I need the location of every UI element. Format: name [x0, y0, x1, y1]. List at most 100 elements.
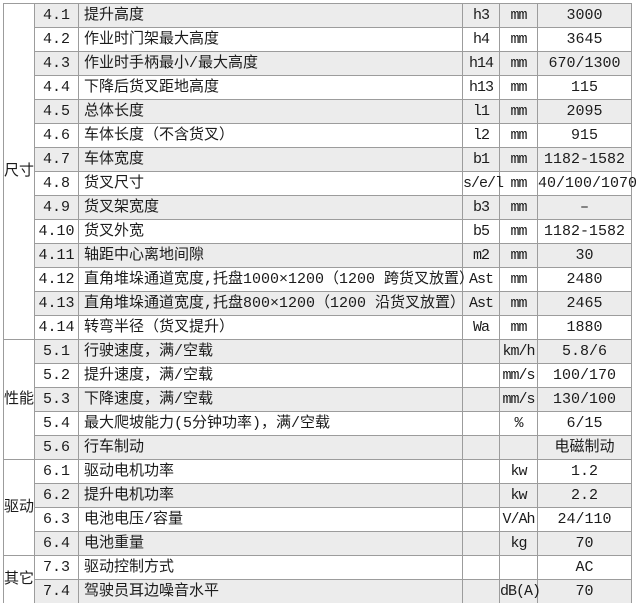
spec-unit: mm — [499, 291, 538, 316]
spec-unit: mm — [499, 195, 538, 220]
row-number: 4.10 — [34, 219, 79, 244]
spec-name: 驱动控制方式 — [78, 555, 463, 580]
spec-name: 货叉尺寸 — [78, 171, 463, 196]
table-row: 4.2 作业时门架最大高度 h4 mm 3645 — [4, 27, 632, 52]
table-row: 4.14 转弯半径（货叉提升） Wa mm 1880 — [4, 315, 632, 340]
spec-unit: mm — [499, 147, 538, 172]
spec-symbol: h13 — [462, 75, 500, 100]
spec-unit: mm/s — [499, 387, 538, 412]
table-row: 5.2 提升速度，满/空载 mm/s 100/170 — [4, 363, 632, 388]
spec-name: 直角堆垛通道宽度,托盘800×1200（1200 沿货叉放置） — [78, 291, 465, 316]
table-row: 4.9 货叉架宽度 b3 mm – — [4, 195, 632, 220]
spec-symbol — [462, 507, 500, 532]
spec-value: 70 — [537, 531, 632, 556]
spec-name: 直角堆垛通道宽度,托盘1000×1200（1200 跨货叉放置） — [78, 267, 474, 292]
row-number: 4.9 — [34, 195, 79, 220]
spec-unit: kg — [499, 531, 538, 556]
table-row: 4.10 货叉外宽 b5 mm 1182-1582 — [4, 219, 632, 244]
spec-symbol: b5 — [462, 219, 500, 244]
row-number: 4.2 — [34, 27, 79, 52]
table-row: 6.3 电池电压/容量 V/Ah 24/110 — [4, 507, 632, 532]
spec-name: 作业时门架最大高度 — [78, 27, 463, 52]
category-cell: 性能 — [3, 339, 35, 460]
spec-symbol — [462, 459, 500, 484]
row-number: 5.2 — [34, 363, 79, 388]
spec-symbol: b3 — [462, 195, 500, 220]
spec-unit: mm/s — [499, 363, 538, 388]
spec-name: 行车制动 — [78, 435, 463, 460]
spec-unit: mm — [499, 3, 538, 28]
spec-unit: mm — [499, 243, 538, 268]
spec-value: 670/1300 — [537, 51, 632, 76]
spec-symbol: h3 — [462, 3, 500, 28]
spec-name: 货叉架宽度 — [78, 195, 463, 220]
spec-name: 电池重量 — [78, 531, 463, 556]
spec-sheet: 尺寸 4.1 提升高度 h3 mm 3000 4.2 作业时门架最大高度 h4 mm 3645 4.3… — [0, 3, 636, 603]
spec-name: 轴距中心离地间隙 — [78, 243, 463, 268]
spec-value: 915 — [537, 123, 632, 148]
spec-value: 2.2 — [537, 483, 632, 508]
spec-symbol — [462, 531, 500, 556]
spec-name: 电池电压/容量 — [78, 507, 463, 532]
spec-unit — [499, 435, 538, 460]
table-row: 5.6 行车制动 电磁制动 — [4, 435, 632, 460]
spec-symbol: l1 — [462, 99, 500, 124]
spec-value: 电磁制动 — [537, 435, 632, 460]
table-row: 6.2 提升电机功率 kw 2.2 — [4, 483, 632, 508]
spec-unit: mm — [499, 75, 538, 100]
spec-symbol: Ast — [462, 267, 500, 292]
spec-unit: mm — [499, 51, 538, 76]
spec-symbol — [462, 411, 500, 436]
spec-symbol — [462, 555, 500, 580]
spec-name: 货叉外宽 — [78, 219, 463, 244]
spec-name: 车体长度（不含货叉） — [78, 123, 463, 148]
spec-name: 提升电机功率 — [78, 483, 463, 508]
spec-unit: % — [499, 411, 538, 436]
table-row: 尺寸 4.1 提升高度 h3 mm 3000 — [3, 3, 632, 340]
spec-value: 130/100 — [537, 387, 632, 412]
spec-unit: mm — [499, 123, 538, 148]
table-row: 4.8 货叉尺寸 s/e/l mm 40/100/1070 — [4, 171, 636, 196]
spec-symbol: l2 — [462, 123, 500, 148]
row-number: 6.3 — [34, 507, 79, 532]
row-number: 4.12 — [34, 267, 79, 292]
table-row: 6.4 电池重量 kg 70 — [4, 531, 632, 556]
row-number: 4.14 — [34, 315, 79, 340]
table-row: 4.12 直角堆垛通道宽度,托盘1000×1200（1200 跨货叉放置） Ast m… — [4, 267, 632, 292]
spec-name: 驱动电机功率 — [78, 459, 463, 484]
spec-symbol — [462, 579, 500, 603]
row-number: 4.7 — [34, 147, 79, 172]
spec-value: 1182-1582 — [537, 219, 632, 244]
spec-symbol: m2 — [462, 243, 500, 268]
spec-value: 70 — [537, 579, 632, 603]
spec-value: 1.2 — [537, 459, 632, 484]
spec-table: 尺寸 4.1 提升高度 h3 mm 3000 4.2 作业时门架最大高度 h4 mm 3645 4.3… — [3, 3, 636, 603]
spec-unit: V/Ah — [499, 507, 538, 532]
row-number: 5.1 — [34, 339, 79, 364]
spec-symbol: Ast — [462, 291, 500, 316]
category-cell: 驱动 — [3, 459, 35, 556]
row-number: 4.13 — [34, 291, 79, 316]
spec-value: 1182-1582 — [537, 147, 632, 172]
row-number: 4.8 — [34, 171, 79, 196]
table-row: 5.3 下降速度，满/空载 mm/s 130/100 — [4, 387, 632, 412]
spec-symbol — [462, 339, 500, 364]
spec-name: 提升高度 — [78, 3, 463, 28]
table-row: 4.3 作业时手柄最小/最大高度 h14 mm 670/1300 — [4, 51, 632, 76]
spec-unit: mm — [499, 171, 538, 196]
spec-symbol — [462, 435, 500, 460]
spec-value: 2095 — [537, 99, 632, 124]
table-row: 4.4 下降后货叉距地高度 h13 mm 115 — [4, 75, 632, 100]
spec-symbol: h14 — [462, 51, 500, 76]
spec-symbol: Wa — [462, 315, 500, 340]
row-number: 5.4 — [34, 411, 79, 436]
spec-unit: mm — [499, 99, 538, 124]
spec-value: – — [537, 195, 632, 220]
spec-symbol: b1 — [462, 147, 500, 172]
table-row: 5.4 最大爬坡能力(5分钟功率)，满/空载% 6/15 — [4, 411, 632, 436]
spec-value: 2480 — [537, 267, 632, 292]
spec-value: 5.8/6 — [537, 339, 632, 364]
spec-symbol: s/e/l — [462, 171, 504, 196]
row-number: 6.1 — [34, 459, 79, 484]
table-row: 性能 5.1 行驶速度，满/空载 km/h 5.8/6 — [3, 339, 632, 460]
